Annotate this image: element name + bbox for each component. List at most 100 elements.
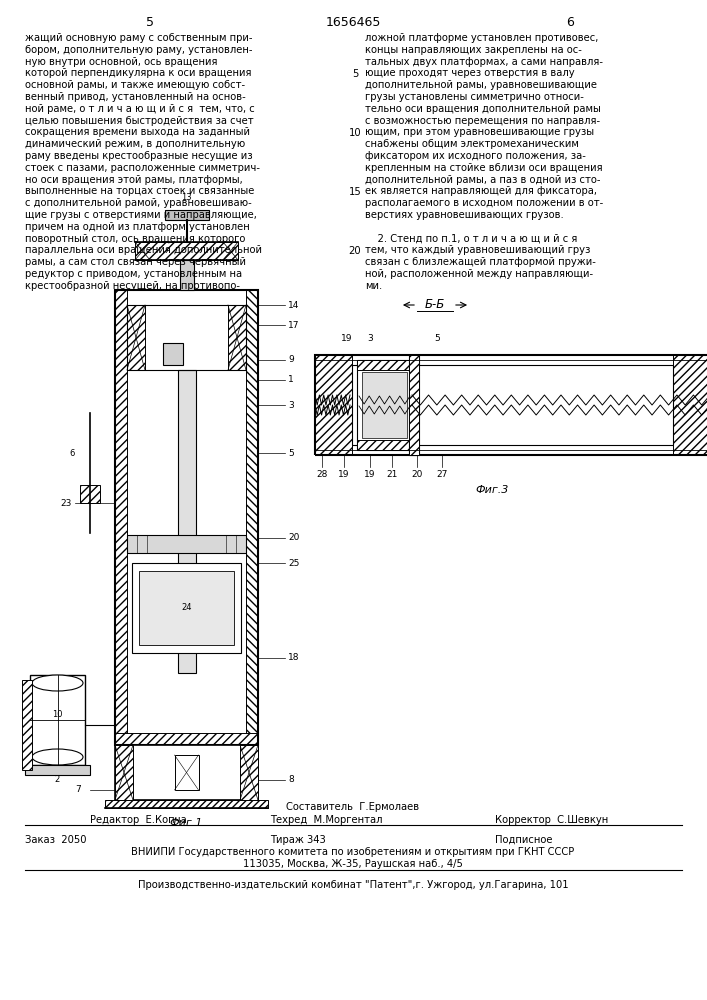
Text: крестообразной несущей, на противопо-: крестообразной несущей, на противопо- xyxy=(25,281,240,291)
Bar xyxy=(352,365,673,445)
Text: 2: 2 xyxy=(55,775,60,784)
Text: 20: 20 xyxy=(288,534,299,542)
Text: ную внутри основной, ось вращения: ную внутри основной, ось вращения xyxy=(25,57,218,67)
Ellipse shape xyxy=(32,749,83,765)
Text: концы направляющих закреплены на ос-: концы направляющих закреплены на ос- xyxy=(365,45,582,55)
Bar xyxy=(127,305,246,370)
Text: 1656465: 1656465 xyxy=(325,16,380,29)
Bar xyxy=(25,765,90,775)
Text: Фиг.1: Фиг.1 xyxy=(170,818,203,828)
Bar xyxy=(105,800,268,808)
Text: Фиг.3: Фиг.3 xyxy=(476,485,509,495)
Text: 113035, Москва, Ж-35, Раушская наб., 4/5: 113035, Москва, Ж-35, Раушская наб., 4/5 xyxy=(243,859,463,869)
Text: 19: 19 xyxy=(338,470,350,479)
Text: крепленным на стойке вблизи оси вращения: крепленным на стойке вблизи оси вращения xyxy=(365,163,602,173)
Text: 14: 14 xyxy=(288,300,299,310)
Text: 20: 20 xyxy=(411,470,423,479)
Text: верстиях уравновешивающих грузов.: верстиях уравновешивающих грузов. xyxy=(365,210,563,220)
Bar xyxy=(127,535,246,553)
Text: Подписное: Подписное xyxy=(495,835,552,845)
Bar xyxy=(175,755,199,790)
Text: ющим, при этом уравновешивающие грузы: ющим, при этом уравновешивающие грузы xyxy=(365,127,594,137)
Text: дополнительной рамы, уравновешивающие: дополнительной рамы, уравновешивающие xyxy=(365,80,597,90)
Bar xyxy=(132,563,241,653)
Bar xyxy=(177,370,196,673)
Text: 5: 5 xyxy=(352,69,358,79)
Text: стоек с пазами, расположенные симметрич-: стоек с пазами, расположенные симметрич- xyxy=(25,163,260,173)
Bar xyxy=(22,680,32,770)
Text: тальных двух платформах, а сами направля-: тальных двух платформах, а сами направля… xyxy=(365,57,603,67)
Text: 19: 19 xyxy=(341,334,353,343)
Bar xyxy=(362,372,407,438)
Bar xyxy=(357,440,412,450)
Text: 2. Стенд по п.1, о т л и ч а ю щ и й с я: 2. Стенд по п.1, о т л и ч а ю щ и й с я xyxy=(365,234,578,244)
Text: жащий основную раму с собственным при-: жащий основную раму с собственным при- xyxy=(25,33,252,43)
Text: 25: 25 xyxy=(288,558,299,568)
Text: Тираж 343: Тираж 343 xyxy=(270,835,326,845)
Text: поворотный стол, ось вращения которого: поворотный стол, ось вращения которого xyxy=(25,234,245,244)
Text: основной рамы, и также имеющую собст-: основной рамы, и также имеющую собст- xyxy=(25,80,245,90)
Bar xyxy=(357,360,412,370)
Text: 21: 21 xyxy=(386,470,397,479)
Bar xyxy=(180,260,194,290)
Text: Составитель  Г.Ермолаев: Составитель Г.Ермолаев xyxy=(286,802,419,812)
Bar xyxy=(240,745,258,800)
Text: ной раме, о т л и ч а ю щ и й с я  тем, что, с: ной раме, о т л и ч а ю щ и й с я тем, ч… xyxy=(25,104,255,114)
Text: ми.: ми. xyxy=(365,281,382,291)
Text: Б-Б: Б-Б xyxy=(425,298,445,312)
Text: с возможностью перемещения по направля-: с возможностью перемещения по направля- xyxy=(365,116,600,126)
Bar xyxy=(115,733,258,745)
Bar xyxy=(315,355,707,455)
Text: 27: 27 xyxy=(436,470,448,479)
Text: щие грузы с отверстиями и направляющие,: щие грузы с отверстиями и направляющие, xyxy=(25,210,257,220)
Bar xyxy=(246,290,258,745)
Bar xyxy=(30,675,85,765)
Bar xyxy=(115,745,258,800)
Text: 13: 13 xyxy=(181,193,192,202)
Text: 5: 5 xyxy=(288,448,293,458)
Text: дополнительной рамы, а паз в одной из сто-: дополнительной рамы, а паз в одной из ст… xyxy=(365,175,600,185)
Ellipse shape xyxy=(32,675,83,691)
Text: выполненные на торцах стоек и связанные: выполненные на торцах стоек и связанные xyxy=(25,186,255,196)
Text: причем на одной из платформ установлен: причем на одной из платформ установлен xyxy=(25,222,250,232)
Text: раму введены крестообразные несущие из: раму введены крестообразные несущие из xyxy=(25,151,252,161)
Text: Производственно-издательский комбинат "Патент",г. Ужгород, ул.Гагарина, 101: Производственно-издательский комбинат "П… xyxy=(138,880,568,890)
Text: снабжены общим электромеханическим: снабжены общим электромеханическим xyxy=(365,139,579,149)
Bar xyxy=(115,290,127,745)
Text: связан с близлежащей платформой пружи-: связан с близлежащей платформой пружи- xyxy=(365,257,596,267)
Bar xyxy=(357,360,412,450)
Text: 17: 17 xyxy=(288,320,300,330)
Text: 7: 7 xyxy=(75,786,81,794)
Text: 24: 24 xyxy=(181,603,192,612)
Text: рамы, а сам стол связан через червячный: рамы, а сам стол связан через червячный xyxy=(25,257,246,267)
Text: 10: 10 xyxy=(52,710,63,719)
Text: 8: 8 xyxy=(288,776,293,784)
Bar xyxy=(127,305,145,370)
Bar xyxy=(409,355,419,455)
Bar xyxy=(80,485,100,503)
Bar xyxy=(165,210,209,220)
Bar xyxy=(673,355,707,455)
Text: 5: 5 xyxy=(146,16,154,29)
Text: целью повышения быстродействия за счет: целью повышения быстродействия за счет xyxy=(25,116,254,126)
Text: тем, что каждый уравновешивающий груз: тем, что каждый уравновешивающий груз xyxy=(365,245,590,255)
Text: 15: 15 xyxy=(349,187,361,197)
Bar xyxy=(163,343,182,365)
Text: 3: 3 xyxy=(367,334,373,343)
Text: сокращения времени выхода на заданный: сокращения времени выхода на заданный xyxy=(25,127,250,137)
Text: ек является направляющей для фиксатора,: ек является направляющей для фиксатора, xyxy=(365,186,597,196)
Text: 9: 9 xyxy=(288,356,293,364)
Text: 6: 6 xyxy=(69,448,75,458)
Text: располагаемого в исходном положении в от-: располагаемого в исходном положении в от… xyxy=(365,198,603,208)
Text: 10: 10 xyxy=(349,128,361,138)
Text: параллельна оси вращения дополнительной: параллельна оси вращения дополнительной xyxy=(25,245,262,255)
Bar xyxy=(228,305,246,370)
Text: ющие проходят через отверстия в валу: ющие проходят через отверстия в валу xyxy=(365,68,575,78)
Text: 19: 19 xyxy=(364,470,375,479)
Bar xyxy=(115,290,258,745)
Text: ВНИИПИ Государственного комитета по изобретениям и открытиям при ГКНТ СССР: ВНИИПИ Государственного комитета по изоб… xyxy=(132,847,575,857)
Text: 23: 23 xyxy=(60,498,71,508)
Text: Редактор  Е.Копча: Редактор Е.Копча xyxy=(90,815,187,825)
Text: Техред  М.Моргентал: Техред М.Моргентал xyxy=(270,815,382,825)
Text: 20: 20 xyxy=(349,246,361,256)
